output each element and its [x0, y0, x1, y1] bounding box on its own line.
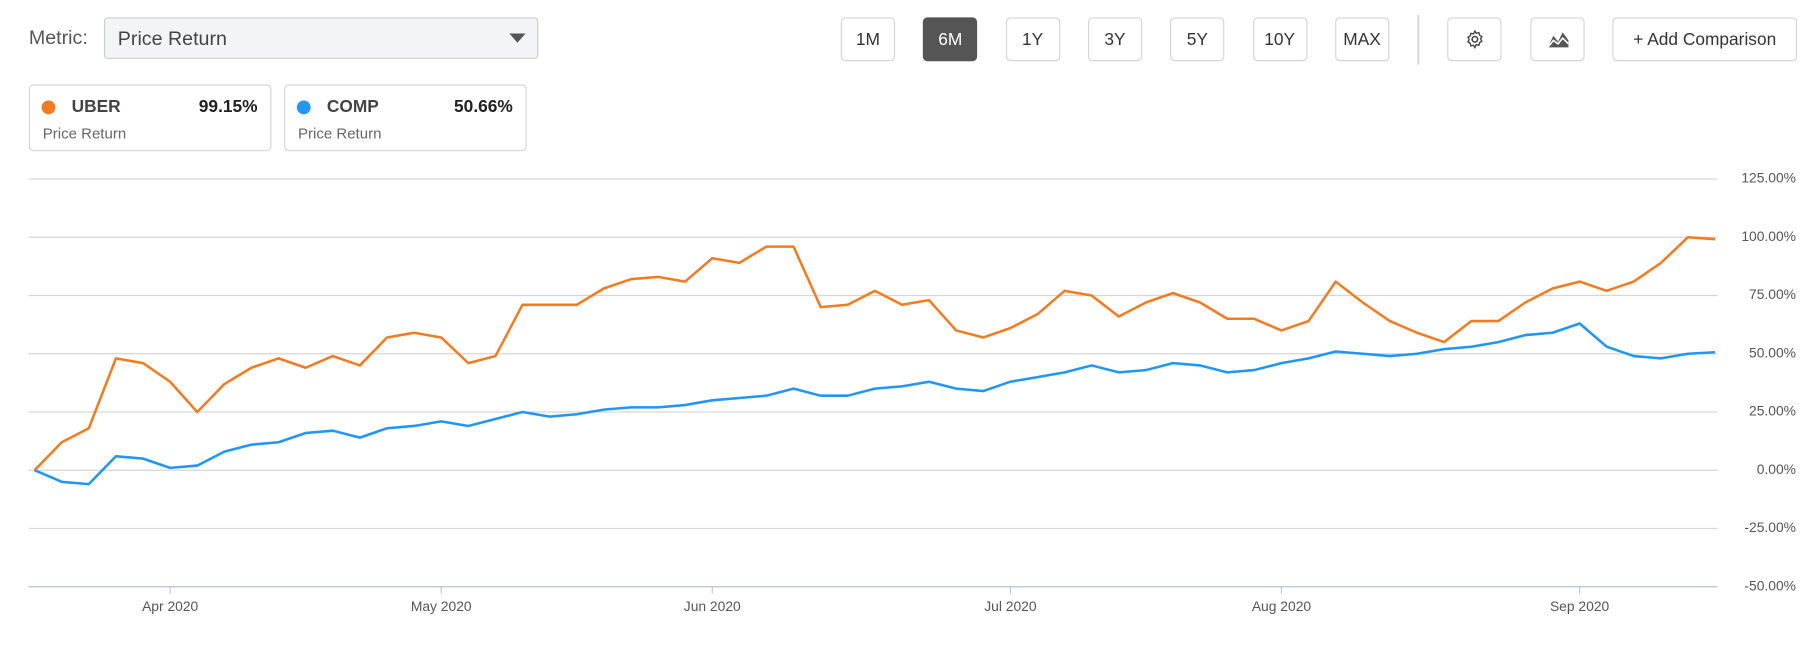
legend-metric: Price Return	[42, 124, 127, 143]
y-tick-label: 0.00%	[1757, 461, 1796, 477]
x-tick-label: Apr 2020	[142, 598, 198, 614]
legend-dot	[296, 100, 311, 115]
period-button[interactable]: 5Y	[1170, 17, 1225, 62]
x-tick-label: Jun 2020	[684, 598, 741, 614]
period-button[interactable]: 1M	[840, 17, 896, 62]
series-line	[33, 235, 1716, 472]
metric-label: Metric:	[28, 26, 88, 49]
x-tick-label: May 2020	[411, 598, 472, 614]
y-tick-label: 100.00%	[1741, 228, 1796, 244]
series-line	[34, 322, 1716, 486]
dropdown-arrow	[509, 33, 526, 43]
x-tick-label: Aug 2020	[1252, 598, 1312, 614]
legend-value: 50.66%	[454, 97, 513, 117]
y-tick-label: 50.00%	[1749, 344, 1796, 360]
settings-button[interactable]	[1447, 17, 1502, 62]
y-tick-label: 75.00%	[1749, 286, 1796, 302]
divider	[1417, 15, 1420, 65]
x-tick-label: Sep 2020	[1550, 598, 1610, 614]
legend-name: UBER	[71, 97, 121, 117]
chart-icon	[1546, 32, 1569, 48]
legend-card[interactable]: UBER 99.15% Price Return	[28, 84, 272, 152]
y-tick-label: -50.00%	[1744, 577, 1796, 593]
chart-type-button[interactable]	[1530, 17, 1585, 62]
add-comparison-button[interactable]: + Add Comparison	[1612, 17, 1798, 62]
metric-value: Price Return	[117, 27, 227, 50]
period-button[interactable]: 6M	[923, 17, 978, 62]
metric-dropdown[interactable]: Price Return	[103, 17, 539, 59]
y-tick-label: 125.00%	[1741, 170, 1796, 186]
period-button[interactable]: 10Y	[1252, 17, 1307, 62]
chart: -50.00% -25.00% 0.00% 25.00% 50.00% 75.00% 100…	[28, 170, 1796, 614]
x-tick-label: Jul 2020	[984, 598, 1037, 614]
y-tick-label: 25.00%	[1749, 403, 1796, 419]
legend-metric: Price Return	[297, 124, 382, 143]
legend-dot	[41, 100, 56, 115]
period-button[interactable]: 1Y	[1005, 17, 1060, 62]
legend-name: COMP	[326, 97, 379, 117]
period-button[interactable]: MAX	[1334, 17, 1390, 62]
y-tick-label: -25.00%	[1744, 519, 1796, 535]
legend-value: 99.15%	[198, 97, 258, 117]
period-button[interactable]: 3Y	[1087, 17, 1143, 62]
gear-icon	[1466, 29, 1483, 49]
legend-card[interactable]: COMP 50.66% Price Return	[284, 84, 527, 152]
